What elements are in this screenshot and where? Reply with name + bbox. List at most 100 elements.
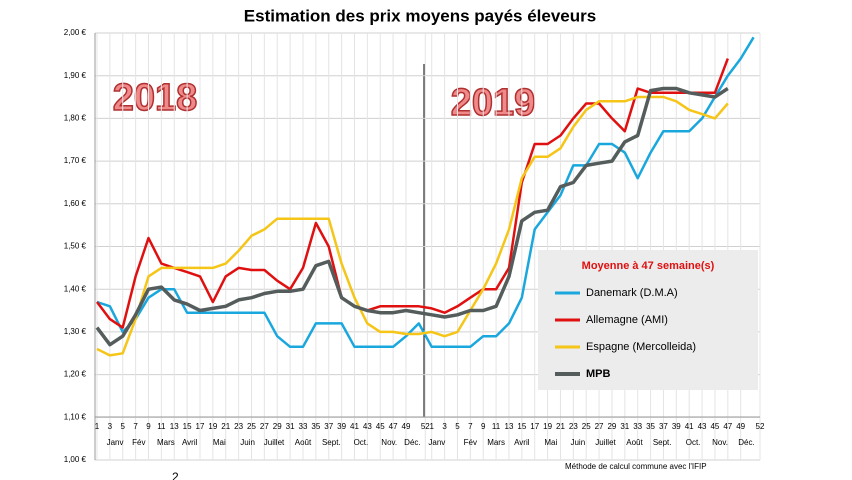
footnote: Méthode de calcul commune avec l'IFIP — [565, 462, 707, 471]
x-tick-label: 43 — [698, 422, 707, 431]
x-tick-label: 31 — [286, 422, 295, 431]
month-label: Juin — [240, 438, 255, 447]
x-tick-label: 7 — [468, 422, 473, 431]
x-tick-label: 45 — [710, 422, 719, 431]
x-tick-label: 49 — [402, 422, 411, 431]
y-tick-label: 1,40 € — [64, 284, 87, 293]
legend-label: MPB — [586, 368, 611, 380]
x-tick-label: 41 — [685, 422, 694, 431]
month-label: Sept. — [653, 438, 672, 447]
month-label: Avril — [514, 438, 530, 447]
x-tick-label: 3 — [108, 422, 113, 431]
x-tick-label: 19 — [543, 422, 552, 431]
month-label: Nov. — [712, 438, 728, 447]
x-tick-label: 19 — [208, 422, 217, 431]
x-tick-label: 35 — [646, 422, 655, 431]
month-label: Juillet — [595, 438, 616, 447]
y-tick-label: 1,20 € — [64, 370, 87, 379]
x-tick-label: 39 — [337, 422, 346, 431]
x-tick-label: 29 — [273, 422, 282, 431]
x-tick-label: 21 — [221, 422, 230, 431]
month-label: Août — [295, 438, 312, 447]
x-tick-label: 27 — [595, 422, 604, 431]
legend-label: Danemark (D.M.A) — [586, 287, 678, 299]
y-tick-label: 1,70 € — [64, 156, 87, 165]
x-tick-label: 11 — [157, 422, 166, 431]
x-tick-label: 49 — [736, 422, 745, 431]
x-tick-label: 23 — [569, 422, 578, 431]
x-tick-label: 17 — [530, 422, 539, 431]
x-tick-label: 3 — [442, 422, 447, 431]
month-label: Oct. — [686, 438, 701, 447]
x-tick-label: 52 — [756, 422, 765, 431]
month-label: Juin — [570, 438, 585, 447]
x-tick-label: 43 — [363, 422, 372, 431]
month-label: Janv — [107, 438, 124, 447]
month-label: Août — [626, 438, 643, 447]
month-label: Janv — [428, 438, 445, 447]
x-tick-label: 13 — [505, 422, 514, 431]
month-label: Fév — [464, 438, 477, 447]
x-tick-label: 39 — [672, 422, 681, 431]
y-tick-label: 1,10 € — [64, 412, 87, 421]
y-tick-label: 1,60 € — [64, 199, 87, 208]
x-tick-label: 47 — [723, 422, 732, 431]
stray-text: 2 — [172, 470, 179, 480]
x-tick-label: 5 — [455, 422, 460, 431]
x-tick-label: 37 — [324, 422, 333, 431]
x-tick-label: 29 — [607, 422, 616, 431]
x-tick-label: 31 — [620, 422, 629, 431]
month-label: Oct. — [354, 438, 369, 447]
legend: Moyenne à 47 semaine(s) Danemark (D.M.A)… — [538, 250, 758, 390]
y-tick-label: 1,80 € — [64, 114, 87, 123]
x-tick-label: 11 — [492, 422, 501, 431]
legend-label: Allemagne (AMI) — [586, 314, 668, 326]
x-tick-label: 21 — [556, 422, 565, 431]
x-tick-label: 37 — [659, 422, 668, 431]
chart-title: Estimation des prix moyens payés éleveur… — [244, 6, 596, 25]
y-tick-label: 1,50 € — [64, 242, 87, 251]
series-line — [96, 58, 729, 329]
month-label: Avril — [182, 438, 198, 447]
month-label: Mai — [544, 438, 557, 447]
x-tick-label: 9 — [146, 422, 151, 431]
x-tick-label: 47 — [389, 422, 398, 431]
x-tick-label: 1 — [429, 422, 434, 431]
x-tick-label: 5 — [121, 422, 126, 431]
x-tick-label: 33 — [299, 422, 308, 431]
x-tick-label: 52 — [421, 422, 430, 431]
month-label: Mai — [213, 438, 226, 447]
month-label: Déc. — [404, 438, 420, 447]
series-line — [96, 95, 729, 357]
month-label: Juillet — [264, 438, 285, 447]
series-line — [95, 86, 729, 347]
month-label: Fév — [132, 438, 145, 447]
legend-title: Moyenne à 47 semaine(s) — [582, 260, 715, 272]
y-tick-label: 1,00 € — [64, 455, 87, 464]
year-label: 2019 — [451, 82, 536, 124]
x-tick-label: 15 — [517, 422, 526, 431]
x-tick-label: 41 — [350, 422, 359, 431]
x-tick-label: 7 — [133, 422, 138, 431]
x-tick-label: 23 — [234, 422, 243, 431]
y-tick-label: 1,30 € — [64, 327, 87, 336]
x-tick-label: 25 — [247, 422, 256, 431]
x-tick-label: 13 — [170, 422, 179, 431]
legend-label: Espagne (Mercolleida) — [586, 341, 696, 353]
month-label: Déc. — [738, 438, 754, 447]
x-tick-label: 27 — [260, 422, 269, 431]
month-label: Nov. — [381, 438, 397, 447]
x-tick-label: 33 — [633, 422, 642, 431]
y-tick-label: 2,00 € — [64, 28, 87, 37]
month-label: Mars — [157, 438, 175, 447]
x-tick-label: 25 — [582, 422, 591, 431]
x-tick-label: 17 — [196, 422, 205, 431]
y-tick-label: 1,90 € — [64, 71, 87, 80]
month-label: Sept. — [322, 438, 341, 447]
x-tick-label: 45 — [376, 422, 385, 431]
x-tick-label: 1 — [95, 422, 100, 431]
series-line — [96, 36, 755, 349]
x-tick-label: 35 — [311, 422, 320, 431]
month-label: Mars — [487, 438, 505, 447]
